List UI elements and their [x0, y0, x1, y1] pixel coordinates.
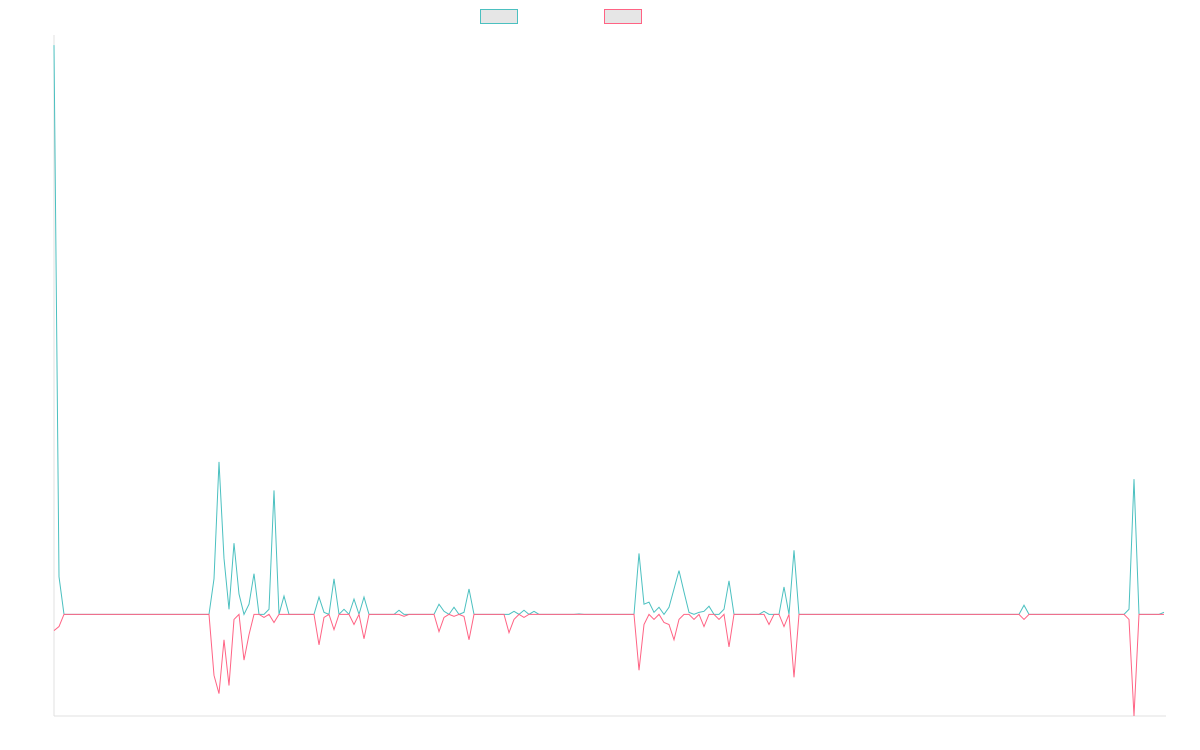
series-layer — [53, 45, 1165, 717]
legend-item-series-1[interactable] — [480, 9, 524, 24]
legend-swatch-series-2 — [604, 9, 642, 24]
legend-item-series-2[interactable] — [604, 9, 648, 24]
legend-swatch-series-1 — [480, 9, 518, 24]
series-line-1 — [53, 45, 1165, 617]
series-line-2 — [53, 612, 1164, 717]
legend — [0, 9, 1200, 27]
